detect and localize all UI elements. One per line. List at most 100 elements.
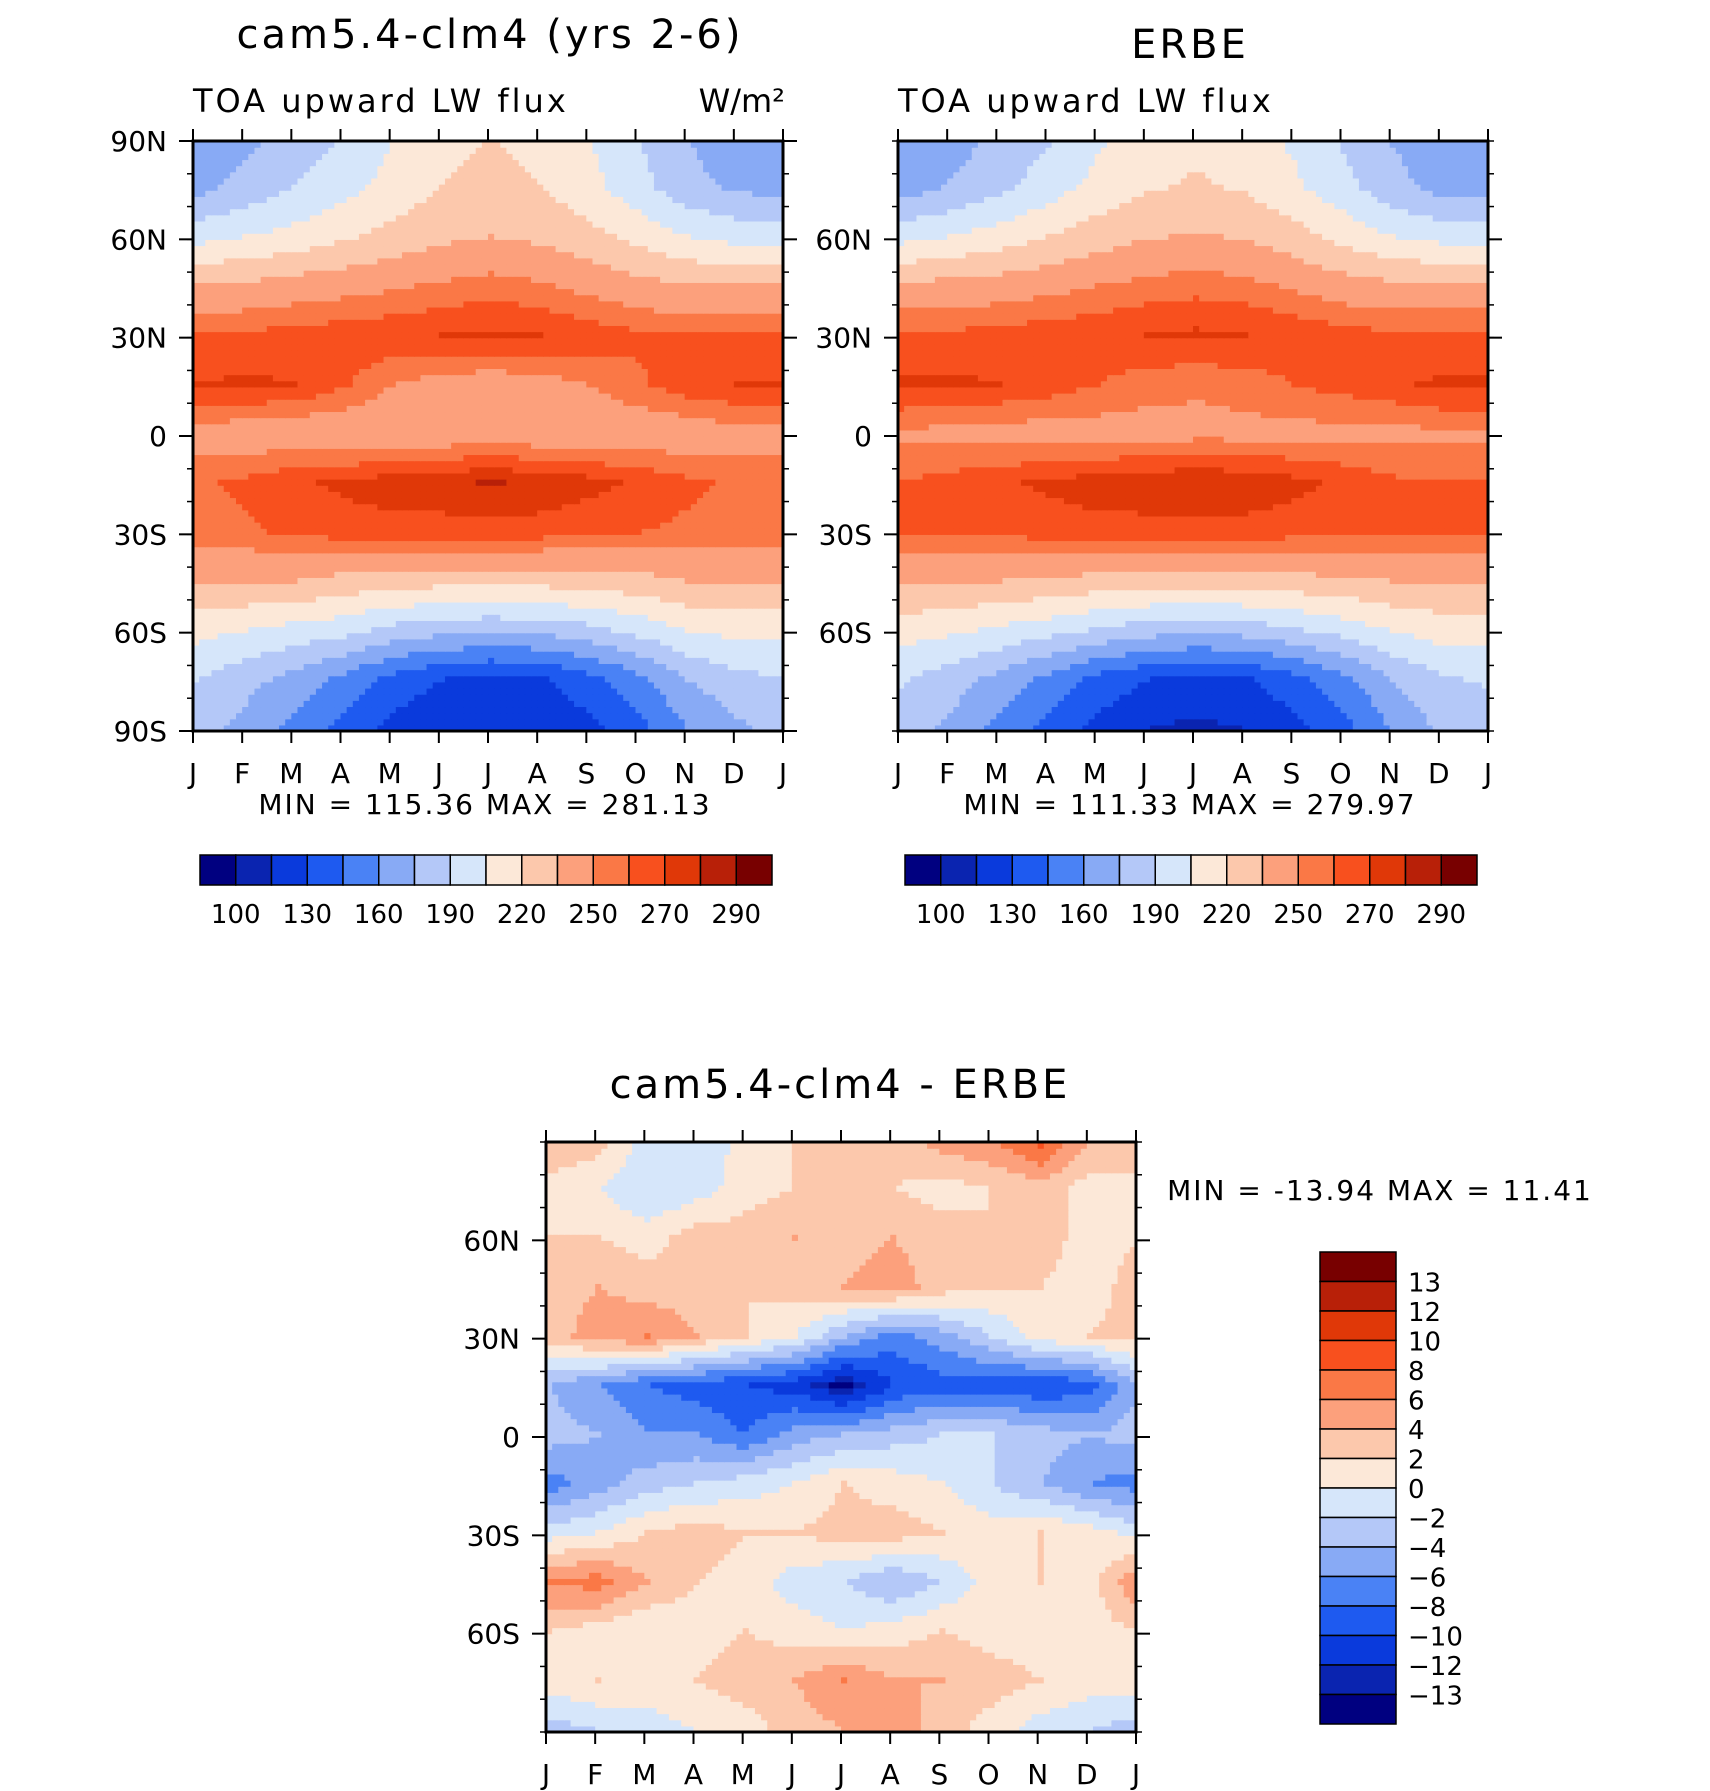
heatmap-cell xyxy=(709,423,716,431)
heatmap-cell xyxy=(242,515,249,523)
heatmap-cell xyxy=(401,565,409,572)
heatmap-cell xyxy=(309,442,317,449)
heatmap-cell xyxy=(739,528,747,535)
heatmap-cell xyxy=(315,700,323,708)
heatmap-cell xyxy=(414,712,421,720)
heatmap-cell xyxy=(776,601,784,609)
heatmap-cell xyxy=(739,614,747,621)
heatmap-cell xyxy=(733,675,741,683)
heatmap-cell xyxy=(254,515,262,523)
heatmap-cell xyxy=(641,448,649,456)
heatmap-cell xyxy=(303,712,311,720)
heatmap-cell xyxy=(426,491,434,499)
heatmap-cell xyxy=(260,497,268,505)
heatmap-cell xyxy=(494,589,501,597)
heatmap-cell xyxy=(758,479,766,486)
heatmap-cell xyxy=(272,577,280,585)
heatmap-cell xyxy=(365,423,372,431)
heatmap-cell xyxy=(309,534,317,542)
heatmap-cell xyxy=(211,601,219,609)
heatmap-cell xyxy=(285,589,292,597)
heatmap-cell xyxy=(776,460,784,468)
heatmap-cell xyxy=(567,718,575,726)
heatmap-cell xyxy=(444,429,452,437)
heatmap-cell xyxy=(383,718,391,726)
heatmap-cell xyxy=(297,503,305,511)
heatmap-cell xyxy=(641,565,649,572)
heatmap-cell xyxy=(678,466,686,474)
heatmap-cell xyxy=(242,608,249,615)
heatmap-cell xyxy=(377,515,385,523)
heatmap-cell xyxy=(266,681,274,689)
heatmap-cell xyxy=(721,491,729,499)
heatmap-cell xyxy=(223,638,231,646)
heatmap-cell xyxy=(543,411,551,419)
heatmap-cell xyxy=(242,552,249,560)
heatmap-cell xyxy=(776,663,784,671)
heatmap-cell xyxy=(690,472,698,480)
heatmap-cell xyxy=(352,454,360,462)
heatmap-cell xyxy=(561,417,569,425)
heatmap-cell xyxy=(377,522,385,529)
heatmap-cell xyxy=(334,466,342,474)
heatmap-cell xyxy=(506,479,514,486)
heatmap-cell xyxy=(696,651,704,658)
heatmap-cell xyxy=(752,546,760,554)
heatmap-cell xyxy=(543,466,551,474)
heatmap-cell xyxy=(746,552,753,560)
heatmap-cell xyxy=(567,460,575,468)
heatmap-cell xyxy=(285,472,292,480)
heatmap-cell xyxy=(444,712,452,720)
heatmap-cell xyxy=(420,706,428,714)
heatmap-cell xyxy=(555,565,563,572)
heatmap-cell xyxy=(690,411,698,419)
heatmap-cell xyxy=(328,515,335,523)
heatmap-cell xyxy=(494,608,501,615)
heatmap-cell xyxy=(211,497,219,505)
heatmap-cell xyxy=(272,546,280,554)
heatmap-cell xyxy=(309,669,317,677)
heatmap-cell xyxy=(395,608,403,615)
heatmap-cell xyxy=(660,479,667,486)
heatmap-cell xyxy=(469,436,477,443)
heatmap-cell xyxy=(672,638,680,646)
heatmap-cell xyxy=(365,552,372,560)
heatmap-cell xyxy=(746,700,753,708)
heatmap-cell xyxy=(690,558,698,566)
heatmap-cell xyxy=(592,411,600,419)
heatmap-cell xyxy=(389,442,397,449)
heatmap-cell xyxy=(604,423,612,431)
heatmap-cell xyxy=(549,546,557,554)
heatmap-cell xyxy=(543,522,551,529)
heatmap-cell xyxy=(610,442,618,449)
heatmap-cell xyxy=(469,626,477,634)
heatmap-cell xyxy=(549,448,557,456)
heatmap-cell xyxy=(420,429,428,437)
heatmap-cell xyxy=(531,669,538,677)
heatmap-cell xyxy=(592,485,600,492)
heatmap-cell xyxy=(205,497,213,505)
heatmap-cell xyxy=(555,522,563,529)
heatmap-cell xyxy=(211,417,219,425)
heatmap-cell xyxy=(500,534,508,542)
heatmap-cell xyxy=(561,509,569,517)
heatmap-cell xyxy=(358,608,366,615)
heatmap-cell xyxy=(463,595,471,603)
heatmap-cell xyxy=(531,620,538,628)
heatmap-cell xyxy=(254,411,262,419)
heatmap-cell xyxy=(242,417,249,425)
heatmap-cell xyxy=(518,503,526,511)
heatmap-cell xyxy=(322,644,329,652)
heatmap-cell xyxy=(494,503,501,511)
heatmap-cell xyxy=(383,700,391,708)
heatmap-cell xyxy=(752,423,760,431)
heatmap-cell xyxy=(524,522,532,529)
heatmap-cell xyxy=(506,614,514,621)
heatmap-cell xyxy=(303,663,311,671)
heatmap-cell xyxy=(285,417,292,425)
heatmap-cell xyxy=(285,632,292,640)
heatmap-cell xyxy=(696,700,704,708)
heatmap-cell xyxy=(531,583,538,591)
heatmap-cell xyxy=(660,644,667,652)
heatmap-cell xyxy=(733,700,741,708)
